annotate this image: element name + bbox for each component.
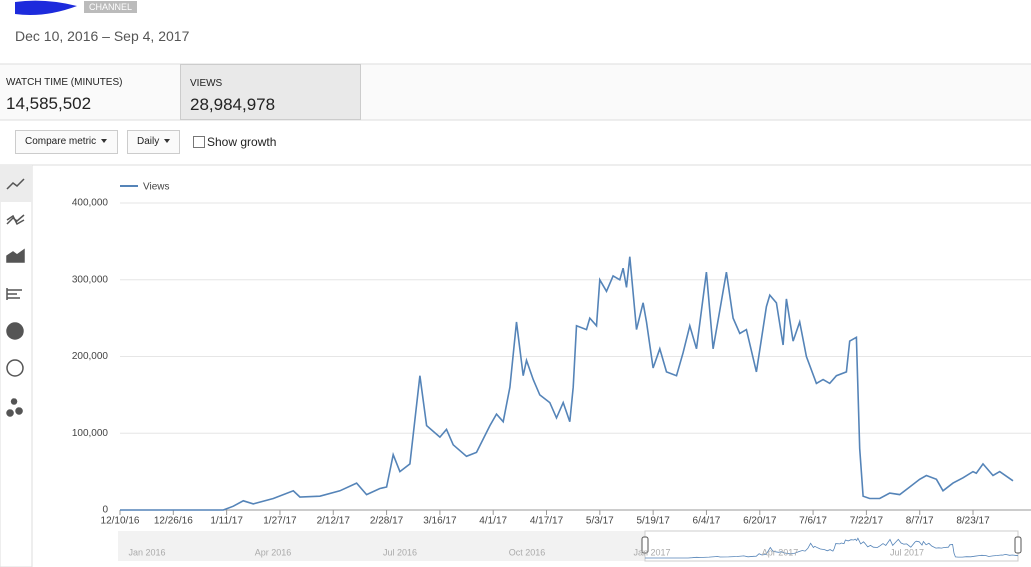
- navigator-label: Apr 2016: [255, 547, 292, 557]
- icon-area[interactable]: [6, 248, 25, 263]
- x-tick-label: 5/19/17: [636, 516, 670, 527]
- x-tick-label: 1/27/17: [263, 516, 297, 527]
- icon-compare[interactable]: [6, 214, 25, 226]
- metric-strip: [0, 64, 1031, 120]
- button-label: Compare metric: [25, 136, 97, 147]
- channel-badge: CHANNEL: [84, 1, 138, 13]
- metric-card[interactable]: VIEWS 28,984,978: [180, 64, 361, 120]
- metric-card[interactable]: WATCH TIME (MINUTES) 14,585,502: [0, 64, 180, 120]
- y-tick-label: 200,000: [72, 351, 109, 362]
- metric-value: 14,585,502: [6, 94, 92, 113]
- x-tick-label: 3/16/17: [423, 516, 457, 527]
- legend-label: Views: [143, 182, 170, 193]
- navigator-selection: [644, 530, 1019, 562]
- x-tick-label: 8/7/17: [906, 516, 934, 527]
- sidebar-icons: [6, 178, 25, 417]
- y-tick-label: 300,000: [72, 274, 109, 285]
- navigator-handle[interactable]: [1014, 536, 1022, 554]
- growth-checkbox[interactable]: [193, 136, 205, 148]
- date-range[interactable]: Dec 10, 2016 – Sep 4, 2017: [15, 28, 190, 44]
- metric-label: WATCH TIME (MINUTES): [6, 77, 123, 88]
- x-tick-label: 6/4/17: [693, 516, 721, 527]
- x-tick-label: 4/17/17: [530, 516, 564, 527]
- series-line: [120, 256, 1014, 511]
- x-tick-label: 8/23/17: [956, 516, 990, 527]
- x-tick-label: 2/28/17: [370, 516, 404, 527]
- x-tick-label: 2/12/17: [317, 516, 351, 527]
- button-label: Daily: [137, 136, 160, 147]
- navigator-label: Jul 2017: [890, 547, 924, 557]
- x-tick-label: 7/6/17: [799, 516, 827, 527]
- x-tick-label: 5/3/17: [586, 516, 614, 527]
- metric-label: VIEWS: [190, 78, 223, 89]
- x-tick-label: 4/1/17: [479, 516, 507, 527]
- navigator-label: Oct 2016: [509, 547, 546, 557]
- x-tick-label: 6/20/17: [743, 516, 777, 527]
- redacted-name: [15, 0, 77, 15]
- navigator-label: Apr 2017: [762, 547, 799, 557]
- navigator-label: Jan 2016: [128, 547, 165, 557]
- y-tick-label: 0: [102, 505, 108, 516]
- navigator-line: [645, 537, 1019, 559]
- icon-line[interactable]: [6, 178, 25, 190]
- y-tick-label: 100,000: [72, 428, 109, 439]
- growth-label[interactable]: Show growth: [207, 135, 277, 149]
- x-tick-label: 7/22/17: [850, 516, 884, 527]
- icon-scatter[interactable]: [6, 398, 23, 417]
- navigator-handle[interactable]: [641, 536, 649, 554]
- interval-button[interactable]: Daily: [127, 130, 180, 154]
- icon-bar[interactable]: [6, 288, 22, 300]
- x-tick-label: 1/11/17: [210, 516, 243, 527]
- icon-map[interactable]: [6, 359, 24, 377]
- metric-value: 28,984,978: [190, 95, 276, 114]
- y-tick-label: 400,000: [72, 198, 109, 209]
- sidebar-active: [0, 165, 32, 202]
- x-tick-label: 12/26/16: [154, 516, 193, 527]
- icon-pie[interactable]: [6, 322, 24, 340]
- navigator-label: Jan 2017: [633, 547, 670, 557]
- sidebar: [0, 164, 33, 567]
- compare-button[interactable]: Compare metric: [15, 130, 118, 154]
- x-tick-label: 12/10/16: [101, 516, 140, 527]
- navigator-label: Jul 2016: [383, 547, 417, 557]
